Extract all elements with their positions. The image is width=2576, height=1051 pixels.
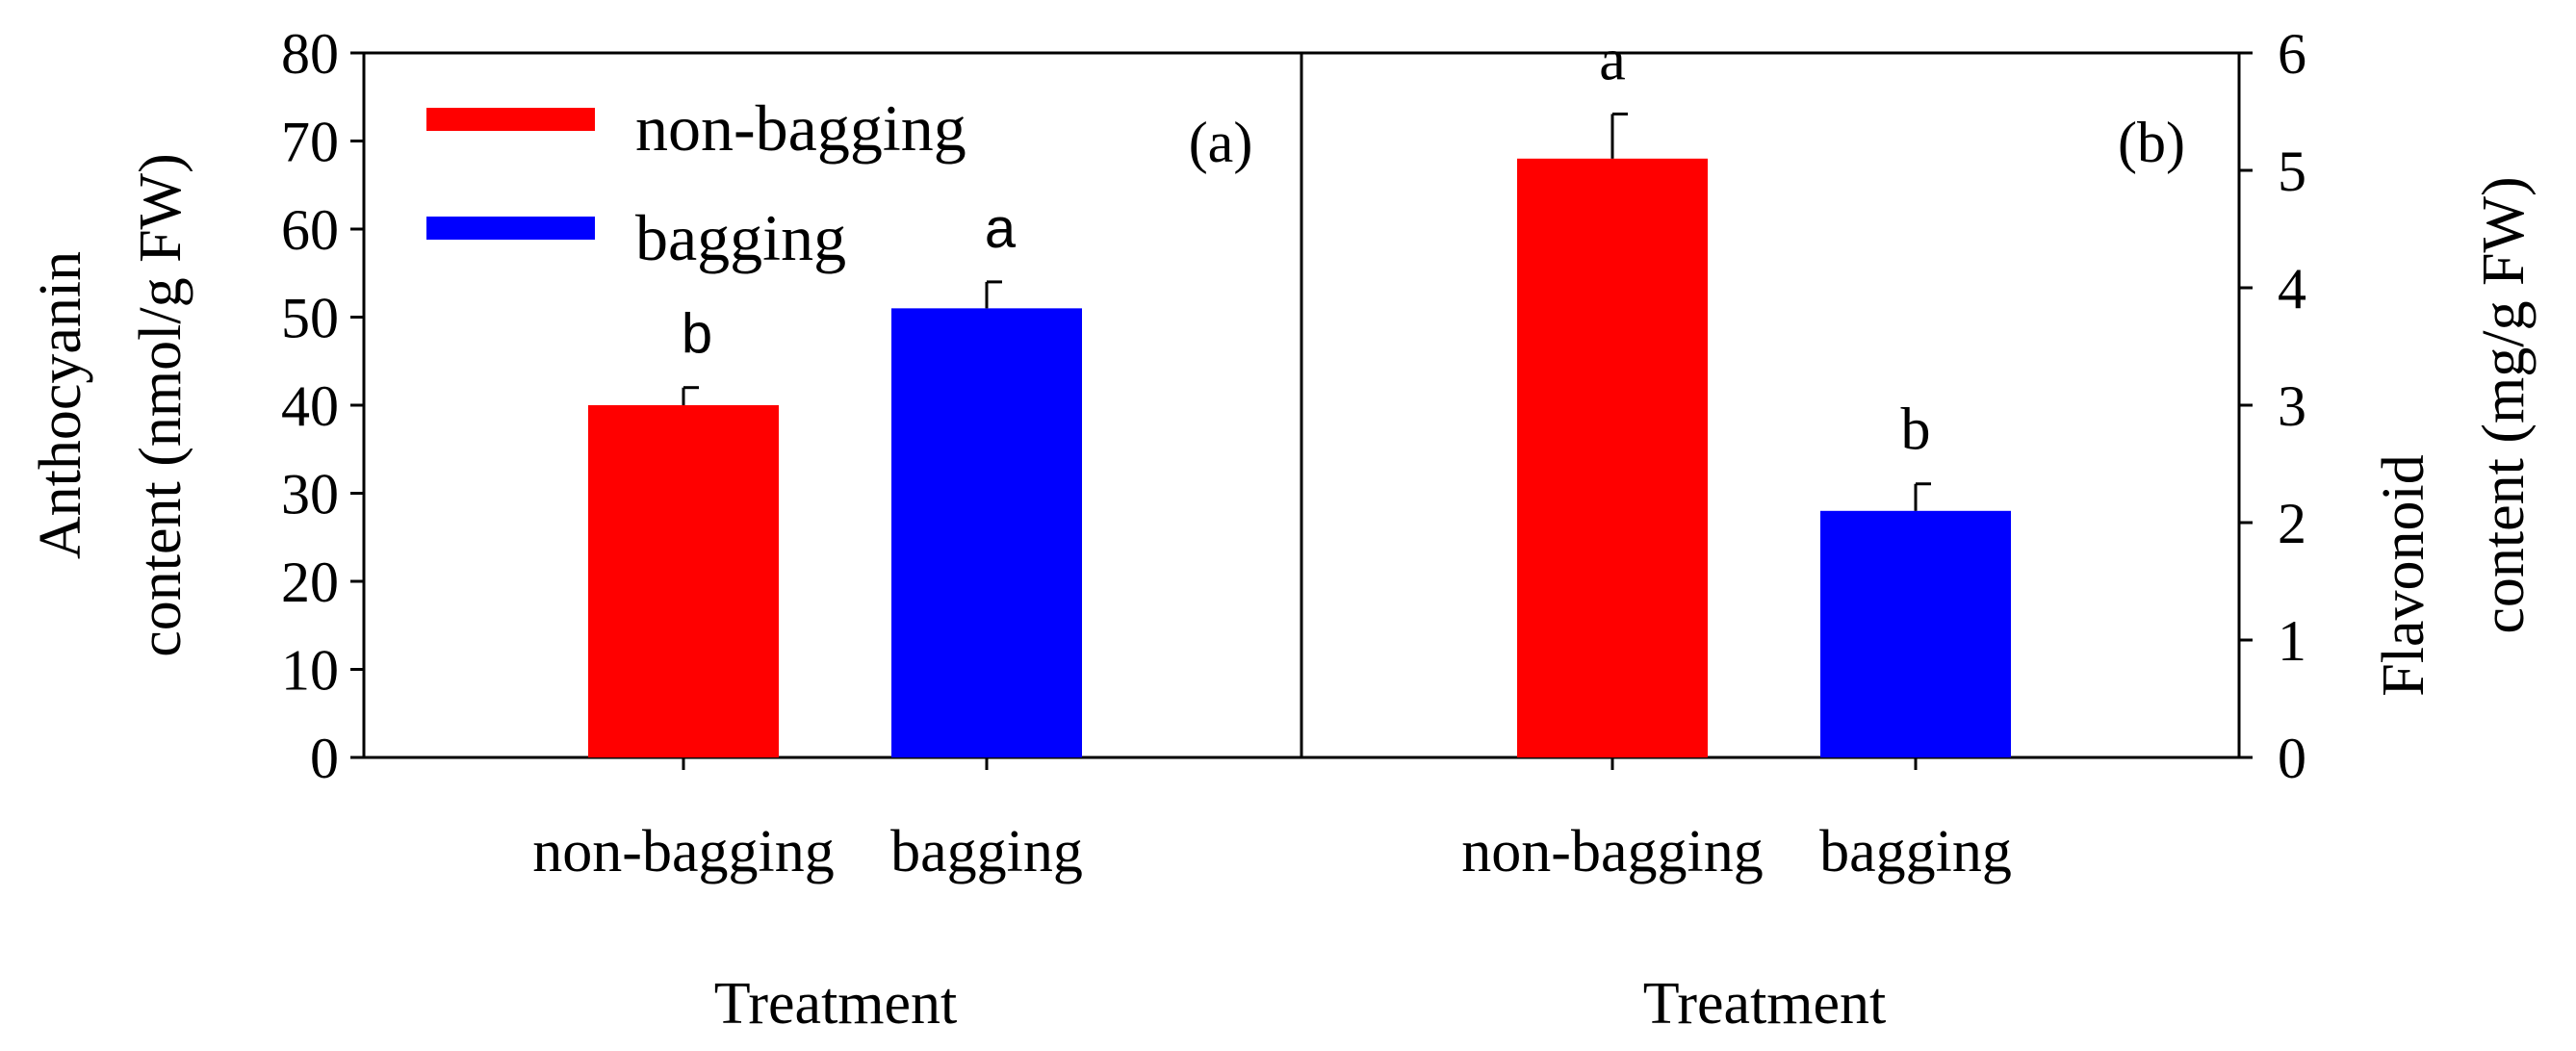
y-tick-label-a: 30 (281, 463, 339, 526)
y-tick-label-a: 20 (281, 551, 339, 614)
y-tick-label-b: 1 (2278, 609, 2306, 673)
bar-a-bagging (891, 308, 1082, 757)
y-tick-label-b: 5 (2278, 140, 2306, 203)
x-category-label-a-non-bagging: non-bagging (532, 819, 834, 884)
y-axis-title-a-line2: content (nmol/g FW) (128, 153, 193, 656)
x-category-label-a-bagging: bagging (890, 819, 1083, 884)
y-tick-label-b: 6 (2278, 22, 2306, 86)
significance-letter: a (1599, 27, 1626, 92)
y-tick-label-a: 50 (281, 287, 339, 350)
significance-letters-group: b a a b (682, 27, 1931, 462)
y-axis-title-b-line1: Flavonoid (2371, 454, 2436, 696)
y-tick-label-a: 80 (281, 22, 339, 86)
y-tick-label-a: 10 (281, 639, 339, 703)
bar-b-non-bagging (1517, 158, 1708, 758)
panel-label-a: (a) (1189, 111, 1253, 174)
significance-letter: b (1901, 397, 1931, 463)
y-tick-label-a: 70 (281, 111, 339, 174)
y-tick-label-a: 60 (281, 198, 339, 262)
x-axis-ticks (682, 757, 1918, 770)
y-tick-label-b: 0 (2278, 727, 2306, 790)
x-category-label-b-bagging: bagging (1819, 819, 2012, 884)
significance-letter: b (682, 303, 712, 366)
y-axis-ticks-panel-b: 0 1 2 3 4 5 6 (2239, 22, 2306, 790)
x-axis-title-a: Treatment (714, 971, 958, 1037)
bar-b-bagging (1820, 510, 2011, 757)
y-tick-label-b: 4 (2278, 257, 2306, 320)
y-axis-ticks-panel-a: 0 10 20 30 40 50 60 70 80 (281, 22, 364, 790)
error-bars-group (682, 112, 1931, 511)
y-axis-title-b-line2: content (mg/g FW) (2471, 176, 2537, 633)
legend-label-bagging: bagging (635, 201, 846, 274)
x-category-label-b-non-bagging: non-bagging (1461, 819, 1763, 884)
legend-swatch-bagging (426, 217, 595, 240)
y-tick-label-a: 0 (310, 727, 339, 790)
significance-letter: a (985, 197, 1017, 260)
y-axis-title-a-line1: Anthocyanin (28, 251, 93, 559)
y-tick-label-b: 3 (2278, 374, 2306, 438)
y-tick-label-b: 2 (2278, 492, 2306, 555)
legend: non-bagging bagging (426, 91, 966, 274)
x-axis-title-b: Treatment (1643, 971, 1887, 1037)
bar-a-non-bagging (588, 405, 779, 757)
panel-label-b: (b) (2118, 111, 2185, 174)
bars-group (588, 158, 2011, 758)
legend-swatch-non-bagging (426, 108, 595, 131)
y-tick-label-a: 40 (281, 374, 339, 438)
legend-label-non-bagging: non-bagging (635, 91, 966, 165)
